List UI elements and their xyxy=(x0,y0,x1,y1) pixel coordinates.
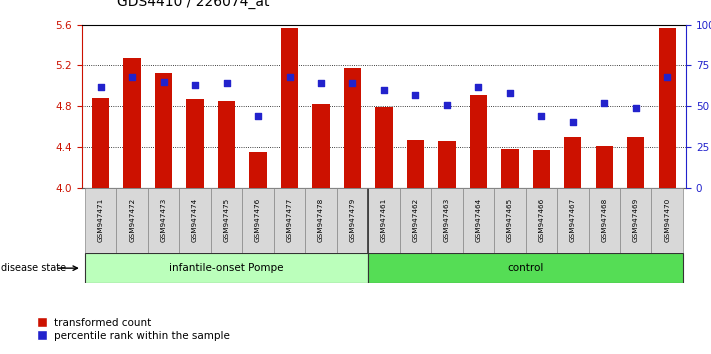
Text: infantile-onset Pompe: infantile-onset Pompe xyxy=(169,263,284,273)
Bar xyxy=(651,188,683,253)
Bar xyxy=(470,95,487,188)
Bar xyxy=(368,253,683,283)
Point xyxy=(158,79,169,85)
Text: GSM947464: GSM947464 xyxy=(476,198,481,242)
Bar xyxy=(211,188,242,253)
Bar xyxy=(589,188,620,253)
Text: GSM947477: GSM947477 xyxy=(287,198,292,242)
Bar xyxy=(179,188,211,253)
Bar xyxy=(337,188,368,253)
Bar xyxy=(281,28,298,188)
Text: GSM947474: GSM947474 xyxy=(192,198,198,242)
Text: GSM947470: GSM947470 xyxy=(664,198,670,242)
Bar xyxy=(312,104,330,188)
Bar xyxy=(525,188,557,253)
Text: GSM947462: GSM947462 xyxy=(412,198,418,242)
Bar xyxy=(494,188,525,253)
Point xyxy=(284,74,295,80)
Bar xyxy=(242,188,274,253)
Bar xyxy=(400,188,431,253)
Point xyxy=(567,120,579,125)
Bar xyxy=(407,140,424,188)
Text: GSM947475: GSM947475 xyxy=(223,198,230,242)
Point xyxy=(661,74,673,80)
Point xyxy=(95,84,107,90)
Bar xyxy=(186,99,204,188)
Bar xyxy=(658,28,676,188)
Legend: transformed count, percentile rank within the sample: transformed count, percentile rank withi… xyxy=(33,314,235,345)
Bar xyxy=(557,188,589,253)
Bar xyxy=(620,188,651,253)
Bar xyxy=(431,188,463,253)
Bar xyxy=(596,146,613,188)
Text: GSM947473: GSM947473 xyxy=(161,198,166,242)
Bar xyxy=(305,188,337,253)
Text: GSM947471: GSM947471 xyxy=(97,198,104,242)
Point xyxy=(378,87,390,93)
Point xyxy=(252,113,264,119)
Bar xyxy=(124,58,141,188)
Bar xyxy=(344,68,361,188)
Text: GSM947467: GSM947467 xyxy=(570,198,576,242)
Bar xyxy=(92,98,109,188)
Point xyxy=(315,81,326,86)
Bar xyxy=(501,149,518,188)
Point xyxy=(504,90,515,96)
Text: GDS4410 / 226074_at: GDS4410 / 226074_at xyxy=(117,0,269,9)
Bar xyxy=(274,188,305,253)
Text: GSM947472: GSM947472 xyxy=(129,198,135,242)
Point xyxy=(347,81,358,86)
Point xyxy=(127,74,138,80)
Point xyxy=(410,92,421,98)
Bar xyxy=(250,152,267,188)
Text: GSM947463: GSM947463 xyxy=(444,198,450,242)
Bar xyxy=(148,188,179,253)
Bar xyxy=(85,188,117,253)
Bar xyxy=(564,137,582,188)
Bar xyxy=(117,188,148,253)
Text: GSM947469: GSM947469 xyxy=(633,198,638,242)
Bar xyxy=(368,188,400,253)
Text: GSM947468: GSM947468 xyxy=(602,198,607,242)
Text: GSM947466: GSM947466 xyxy=(538,198,545,242)
Point xyxy=(535,113,547,119)
Text: disease state: disease state xyxy=(1,263,66,273)
Bar xyxy=(155,73,172,188)
Bar xyxy=(533,150,550,188)
Bar xyxy=(85,253,368,283)
Point xyxy=(442,102,453,107)
Bar xyxy=(218,101,235,188)
Point xyxy=(630,105,641,111)
Bar xyxy=(375,107,392,188)
Point xyxy=(189,82,201,88)
Bar xyxy=(627,137,644,188)
Point xyxy=(221,81,232,86)
Point xyxy=(599,100,610,106)
Point xyxy=(473,84,484,90)
Bar xyxy=(438,141,456,188)
Text: control: control xyxy=(508,263,544,273)
Text: GSM947476: GSM947476 xyxy=(255,198,261,242)
Text: GSM947465: GSM947465 xyxy=(507,198,513,242)
Text: GSM947461: GSM947461 xyxy=(381,198,387,242)
Text: GSM947478: GSM947478 xyxy=(318,198,324,242)
Text: GSM947479: GSM947479 xyxy=(350,198,356,242)
Bar xyxy=(463,188,494,253)
